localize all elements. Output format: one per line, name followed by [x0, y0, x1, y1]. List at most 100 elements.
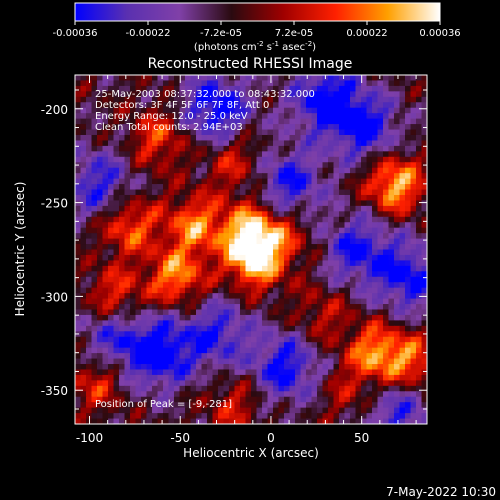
heatmap-cell — [119, 342, 126, 349]
heatmap-cell — [366, 265, 373, 272]
heatmap-cell — [212, 271, 219, 278]
heatmap-cell — [295, 151, 302, 158]
heatmap-cell — [399, 140, 406, 147]
heatmap-cell — [86, 85, 93, 92]
heatmap-cell — [157, 216, 164, 223]
heatmap-cell — [361, 107, 368, 114]
heatmap-cell — [157, 96, 164, 103]
heatmap-cell — [284, 244, 291, 251]
heatmap-cell — [278, 113, 285, 120]
heatmap-cell — [339, 200, 346, 207]
heatmap-cell — [119, 233, 126, 240]
heatmap-cell — [262, 189, 269, 196]
heatmap-cell — [421, 96, 427, 103]
heatmap-cell — [372, 282, 379, 289]
heatmap-cell — [207, 418, 214, 424]
heatmap-cell — [86, 178, 93, 185]
heatmap-cell — [152, 167, 159, 174]
heatmap-cell — [113, 254, 120, 261]
heatmap-cell — [333, 364, 340, 371]
heatmap-cell — [207, 124, 214, 131]
heatmap-cell — [311, 271, 318, 278]
heatmap-cell — [80, 200, 87, 207]
heatmap-cell — [344, 336, 351, 343]
heatmap-cell — [245, 85, 252, 92]
heatmap-cell — [284, 118, 291, 125]
heatmap-cell — [333, 238, 340, 245]
heatmap-cell — [377, 260, 384, 267]
heatmap-cell — [234, 385, 241, 392]
heatmap-cell — [300, 162, 307, 169]
heatmap-cell — [179, 304, 186, 311]
heatmap-cell — [284, 102, 291, 109]
heatmap-cell — [388, 276, 395, 283]
heatmap-cell — [124, 140, 131, 147]
heatmap-cell — [91, 80, 98, 87]
heatmap-cell — [421, 216, 427, 223]
heatmap-cell — [190, 80, 197, 87]
heatmap-cell — [146, 336, 153, 343]
heatmap-cell — [284, 85, 291, 92]
heatmap-cell — [394, 200, 401, 207]
heatmap-cell — [372, 331, 379, 338]
heatmap-cell — [207, 304, 214, 311]
heatmap-cell — [91, 85, 98, 92]
heatmap-cell — [174, 227, 181, 234]
heatmap-cell — [86, 407, 93, 414]
heatmap-cell — [207, 134, 214, 142]
heatmap-cell — [262, 342, 269, 349]
heatmap-cell — [218, 118, 225, 125]
heatmap-cell — [163, 129, 170, 136]
heatmap-cell — [251, 369, 258, 376]
heatmap-cell — [421, 271, 427, 278]
heatmap-cell — [157, 304, 164, 311]
heatmap-cell — [388, 331, 395, 338]
heatmap-cell — [190, 129, 197, 136]
colorbar-unit-label: (photons cm-2 s-1 asec-2) — [194, 40, 316, 53]
heatmap-cell — [405, 227, 412, 234]
heatmap-cell — [372, 222, 379, 229]
heatmap-cell — [355, 374, 362, 381]
heatmap-cell — [399, 353, 406, 360]
heatmap-cell — [355, 265, 362, 272]
heatmap-cell — [201, 407, 208, 414]
heatmap-cell — [80, 222, 87, 229]
heatmap-cell — [267, 96, 274, 103]
heatmap-cell — [405, 162, 412, 169]
heatmap-cell — [416, 282, 423, 289]
heatmap-cell — [262, 347, 269, 354]
heatmap-cell — [168, 162, 175, 169]
heatmap-cell — [190, 233, 197, 240]
heatmap-cell — [185, 96, 192, 103]
heatmap-cell — [163, 178, 170, 185]
heatmap-cell — [135, 265, 142, 272]
heatmap-cell — [163, 162, 170, 169]
heatmap-cell — [207, 309, 214, 316]
heatmap-cell — [256, 216, 263, 223]
heatmap-cell — [421, 156, 427, 163]
heatmap-cell — [377, 304, 384, 311]
y-tick-label: -300 — [41, 290, 68, 304]
heatmap-cell — [168, 380, 175, 387]
heatmap-cell — [355, 124, 362, 131]
heatmap-cell — [113, 156, 120, 163]
heatmap-cell — [130, 129, 137, 136]
heatmap-cell — [344, 293, 351, 300]
heatmap-cell — [130, 113, 137, 120]
heatmap-cell — [113, 396, 120, 403]
heatmap-cell — [295, 260, 302, 267]
heatmap-cell — [218, 244, 225, 251]
heatmap-cell — [317, 396, 324, 403]
heatmap-cell — [267, 353, 274, 360]
heatmap-cell — [86, 167, 93, 174]
heatmap-cell — [119, 80, 126, 87]
heatmap-cell — [273, 124, 280, 131]
heatmap-cell — [86, 271, 93, 278]
heatmap-cell — [339, 358, 346, 365]
heatmap-cell — [168, 309, 175, 316]
heatmap-cell — [229, 134, 236, 142]
heatmap-cell — [245, 107, 252, 114]
heatmap-cell — [344, 134, 351, 142]
heatmap-cell — [421, 282, 427, 289]
heatmap-cell — [80, 320, 87, 327]
